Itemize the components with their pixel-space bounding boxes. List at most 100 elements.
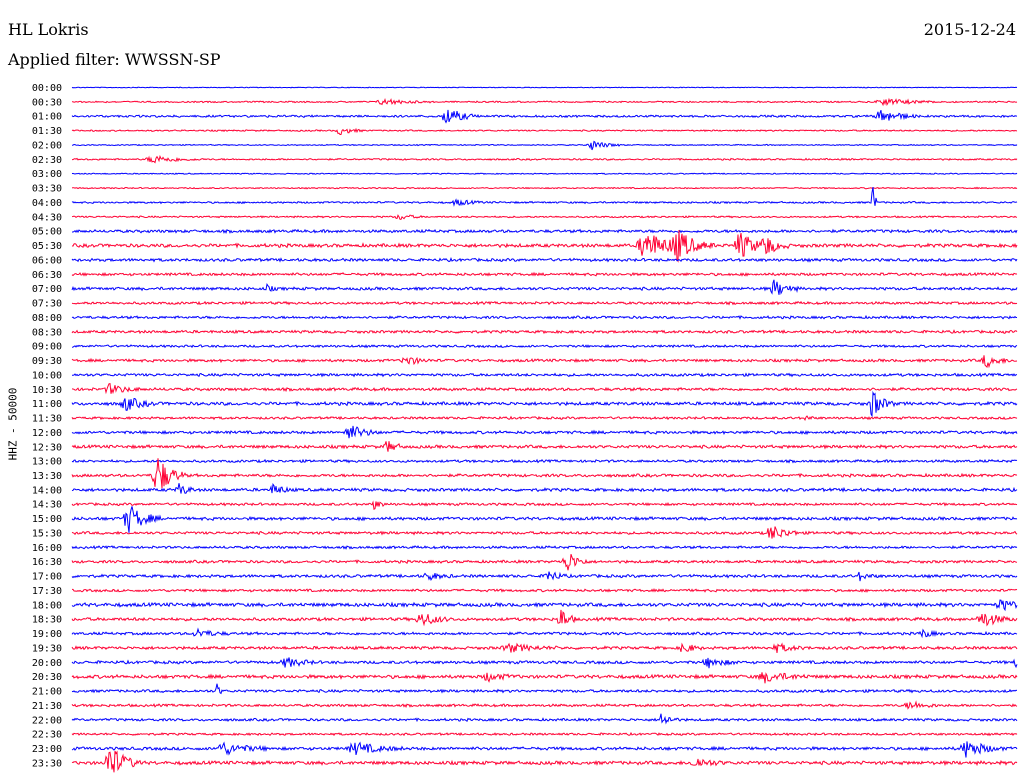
station-name: HL Lokris: [8, 20, 89, 39]
row-time-label: 13:00: [32, 457, 62, 468]
trace-0130: [71, 127, 1018, 135]
row-time-label: 15:00: [32, 514, 62, 525]
trace-0400: [71, 187, 1018, 207]
trace-1930: [71, 642, 1018, 653]
trace-2230: [71, 731, 1018, 737]
row-time-label: 11:30: [32, 414, 62, 425]
row-time-label: 13:30: [32, 471, 62, 482]
trace-0030: [71, 97, 1018, 107]
trace-2330: [71, 750, 1018, 773]
trace-1430: [71, 500, 1018, 510]
row-time-label: 11:00: [32, 399, 62, 410]
row-time-label: 18:30: [32, 615, 62, 626]
row-time-label: 20:30: [32, 672, 62, 683]
row-time-label: 05:00: [32, 227, 62, 238]
trace-1200: [71, 425, 1018, 439]
trace-1800: [71, 599, 1018, 612]
trace-1030: [71, 383, 1018, 395]
row-time-label: 10:30: [32, 385, 62, 396]
trace-1900: [71, 627, 1018, 639]
trace-1100: [71, 390, 1018, 418]
trace-2100: [71, 683, 1018, 695]
row-time-label: 16:30: [32, 557, 62, 568]
row-time-label: 01:30: [32, 126, 62, 137]
row-time-label: 14:00: [32, 485, 62, 496]
row-time-label: 21:00: [32, 687, 62, 698]
row-time-label: 05:30: [32, 241, 62, 252]
trace-1400: [71, 482, 1018, 494]
trace-0730: [71, 300, 1018, 306]
row-time-label: 02:00: [32, 140, 62, 151]
trace-1500: [71, 506, 1018, 533]
row-time-label: 17:30: [32, 586, 62, 597]
row-time-label: 04:00: [32, 198, 62, 209]
row-time-label: 19:30: [32, 643, 62, 654]
trace-0430: [71, 214, 1018, 220]
trace-0930: [71, 355, 1018, 369]
trace-0230: [72, 154, 1018, 164]
record-date: 2015-12-24: [923, 20, 1016, 39]
row-time-label: 15:30: [32, 528, 62, 539]
row-time-label: 03:00: [32, 169, 62, 180]
row-time-label: 12:30: [32, 442, 62, 453]
row-time-label: 09:00: [32, 342, 62, 353]
trace-0900: [71, 344, 1018, 349]
row-time-label: 03:30: [32, 184, 62, 195]
trace-2300: [71, 741, 1018, 758]
trace-2000: [71, 657, 1018, 669]
trace-1600: [71, 544, 1018, 550]
trace-0700: [71, 279, 1018, 295]
trace-1000: [72, 372, 1018, 378]
trace-0830: [71, 329, 1018, 335]
trace-0330: [71, 186, 1018, 190]
row-time-label: 04:30: [32, 212, 62, 223]
trace-1300: [71, 458, 1018, 464]
trace-1130: [71, 415, 1018, 422]
row-time-label: 09:30: [32, 356, 62, 367]
trace-0630: [71, 271, 1018, 277]
row-time-label: 08:00: [32, 313, 62, 324]
trace-2030: [71, 672, 1018, 684]
row-time-label: 23:30: [32, 758, 62, 769]
row-time-label: 07:30: [32, 299, 62, 310]
row-time-label: 00:30: [32, 97, 62, 108]
trace-0300: [71, 172, 1018, 175]
trace-0800: [71, 314, 1018, 320]
trace-0200: [71, 140, 1018, 151]
trace-0000: [71, 86, 1018, 89]
row-time-label: 14:30: [32, 500, 62, 511]
trace-0500: [72, 228, 1018, 234]
row-time-label: 17:00: [32, 572, 62, 583]
trace-0530: [71, 229, 1018, 263]
row-time-label: 06:00: [32, 255, 62, 266]
filter-label: Applied filter: WWSSN-SP: [8, 50, 221, 69]
row-time-label: 22:00: [32, 715, 62, 726]
trace-1230: [71, 441, 1018, 452]
trace-1630: [71, 554, 1018, 571]
row-time-label: 06:30: [32, 270, 62, 281]
trace-1830: [71, 609, 1018, 627]
trace-0600: [71, 256, 1018, 263]
row-time-label: 10:00: [32, 370, 62, 381]
trace-1530: [71, 526, 1018, 539]
row-time-label: 00:00: [32, 83, 62, 94]
row-time-label: 21:30: [32, 701, 62, 712]
row-time-label: 12:00: [32, 428, 62, 439]
row-time-label: 08:30: [32, 327, 62, 338]
trace-1330: [71, 458, 1018, 489]
row-time-label: 19:00: [32, 629, 62, 640]
trace-1700: [71, 571, 1018, 582]
row-time-label: 01:00: [32, 112, 62, 123]
row-time-label: 20:00: [32, 658, 62, 669]
trace-1730: [72, 587, 1018, 593]
row-time-label: 22:30: [32, 730, 62, 741]
row-time-label: 07:00: [32, 284, 62, 295]
row-time-label: 16:00: [32, 543, 62, 554]
row-time-label: 18:00: [32, 600, 62, 611]
trace-2200: [71, 713, 1018, 725]
row-time-label: 02:30: [32, 155, 62, 166]
trace-0100: [71, 109, 1018, 124]
trace-2130: [71, 700, 1018, 710]
row-time-label: 23:00: [32, 744, 62, 755]
